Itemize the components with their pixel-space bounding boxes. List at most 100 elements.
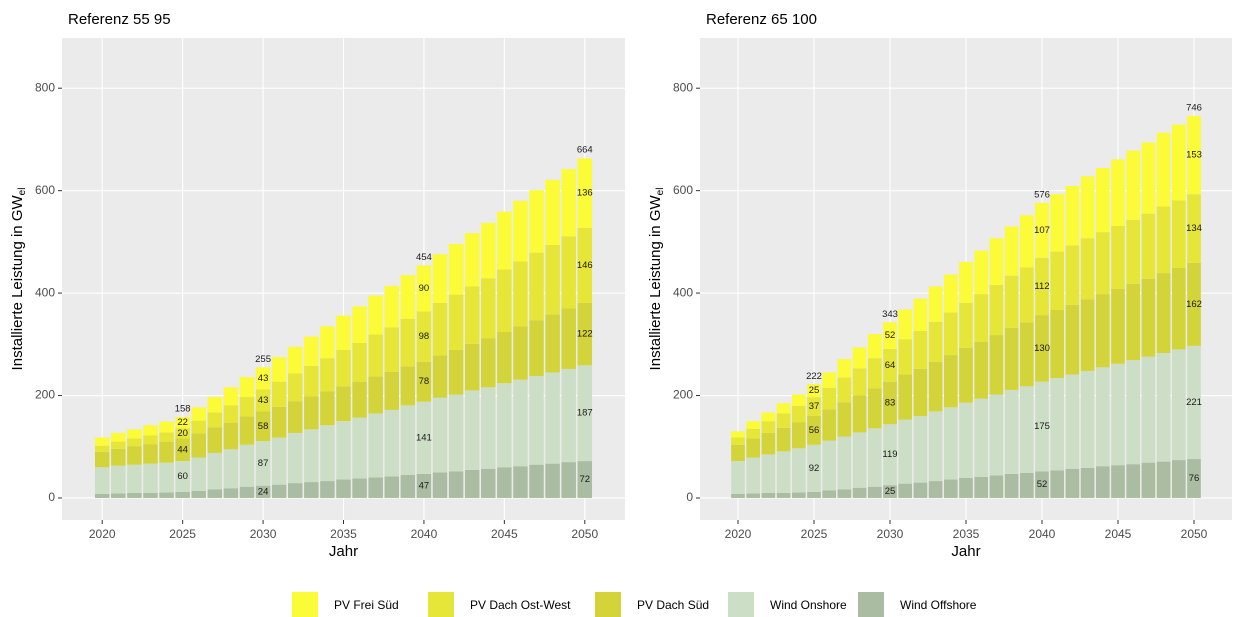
value-label: 43 — [258, 373, 269, 384]
bar-segment — [94, 437, 110, 446]
bar-segment — [974, 294, 989, 342]
bar-segment — [384, 327, 399, 372]
bar-segment — [352, 342, 367, 382]
bar-segment — [529, 376, 544, 465]
x-tick-label: 2035 — [953, 527, 980, 541]
bar-segment — [974, 398, 989, 477]
bar-segment — [368, 477, 383, 498]
bar-segment — [776, 427, 791, 452]
bar-segment — [481, 278, 496, 339]
bar-segment — [928, 481, 943, 498]
total-label: 454 — [416, 252, 432, 263]
bar-segment — [1187, 262, 1201, 346]
y-axis-label-sub: el — [655, 188, 666, 196]
bar-segment — [320, 425, 335, 482]
bar-segment — [1141, 142, 1156, 214]
bar-segment — [883, 348, 897, 382]
bar-segment — [1050, 378, 1065, 471]
legend-swatch — [858, 592, 884, 617]
bar-segment — [1004, 473, 1019, 498]
bar-segment — [807, 416, 821, 445]
bar-segment — [159, 441, 174, 463]
value-label: 136 — [577, 188, 593, 199]
bar-segment — [239, 444, 255, 487]
bar-segment — [1141, 213, 1156, 279]
bar-segment — [1126, 360, 1141, 465]
bar-segment — [807, 384, 821, 398]
bar-segment — [837, 377, 852, 403]
bar-segment — [1019, 322, 1034, 387]
bar-segment — [529, 190, 544, 253]
bar-segment — [513, 200, 528, 262]
value-label: 107 — [1034, 225, 1050, 236]
bar-segment — [191, 433, 206, 458]
bar-segment — [288, 483, 303, 498]
value-label: 76 — [1189, 473, 1200, 484]
y-tick-label: 0 — [48, 490, 55, 504]
y-tick-label: 400 — [35, 285, 55, 299]
legend-label: PV Dach Ost-West — [470, 598, 571, 612]
value-label: 112 — [1034, 281, 1049, 292]
bar-segment — [943, 274, 958, 313]
bar-segment — [1050, 194, 1065, 252]
bar-segment — [159, 462, 174, 493]
bar-segment — [127, 429, 142, 439]
bar-segment — [400, 275, 416, 319]
bar-segment — [746, 421, 761, 429]
bar-segment — [239, 397, 255, 417]
bar-segment — [545, 179, 560, 245]
bar-segment — [127, 446, 142, 465]
bar-segment — [928, 411, 943, 482]
x-tick-label: 2020 — [89, 527, 116, 541]
bar-segment — [1050, 470, 1065, 498]
value-label: 162 — [1186, 299, 1202, 310]
x-tick-label: 2045 — [1105, 527, 1132, 541]
bar-segment — [143, 435, 158, 445]
bar-segment — [191, 457, 206, 491]
bar-segment — [545, 244, 560, 315]
bar-segment — [898, 419, 913, 484]
bar-segment — [959, 261, 973, 303]
bar-segment — [175, 417, 190, 429]
bar-segment — [1187, 194, 1201, 263]
bar-segment — [304, 365, 319, 397]
bar-segment — [255, 411, 271, 442]
bar-segment — [94, 467, 110, 494]
bar-segment — [271, 406, 287, 438]
bar-segment — [731, 431, 745, 438]
bar-segment — [400, 405, 416, 475]
bar-segment — [481, 387, 496, 469]
bar-segment — [175, 438, 190, 462]
value-label: 78 — [419, 376, 430, 387]
bar-segment — [320, 358, 335, 392]
bar-segment — [898, 374, 913, 420]
bar-segment — [223, 449, 239, 489]
y-tick-label: 800 — [35, 80, 55, 94]
bar-segment — [852, 347, 867, 369]
bar-segment — [776, 403, 791, 414]
bar-segment — [159, 421, 174, 433]
y-axis-label-sub: el — [17, 188, 28, 196]
bar-segment — [1095, 294, 1110, 368]
bar-segment — [898, 483, 913, 498]
bar-segment — [384, 476, 399, 498]
value-label: 134 — [1186, 223, 1202, 234]
bar-segment — [1171, 124, 1186, 201]
total-label: 746 — [1186, 102, 1202, 113]
bar-segment — [852, 368, 867, 396]
bar-segment — [336, 349, 351, 387]
value-label: 130 — [1034, 343, 1050, 354]
value-label: 58 — [258, 421, 269, 432]
value-label: 72 — [579, 474, 590, 485]
bar-segment — [1111, 225, 1125, 289]
bar-segment — [288, 401, 303, 433]
bar-segment — [143, 425, 158, 436]
value-label: 83 — [885, 397, 896, 408]
value-label: 153 — [1186, 150, 1202, 161]
bar-segment — [336, 479, 351, 498]
x-tick-label: 2045 — [491, 527, 518, 541]
value-label: 25 — [809, 385, 820, 396]
bar-segment — [1126, 464, 1141, 498]
bar-segment — [1065, 304, 1080, 375]
x-tick-label: 2030 — [877, 527, 904, 541]
